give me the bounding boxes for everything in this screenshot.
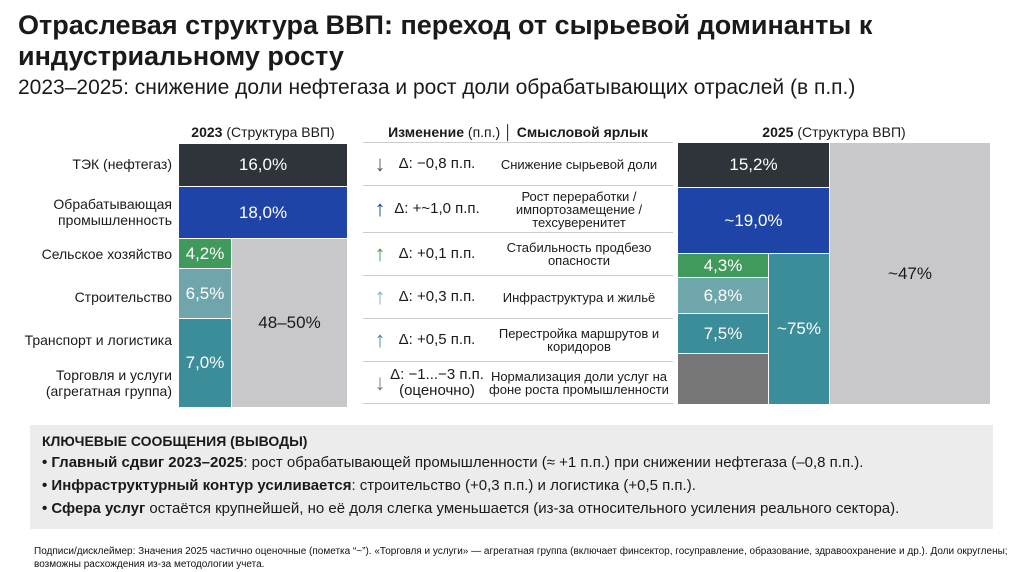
block-2025-combined: ~75% (768, 253, 830, 405)
arrow-up-icon: ↑ (374, 196, 386, 221)
block-2023-oilgas: 16,0% (178, 143, 348, 187)
key-messages-box: КЛЮЧЕВЫЕ СООБЩЕНИЯ (ВЫВОДЫ) Главный сдви… (30, 425, 993, 529)
change-delta: Δ: +0,1 п.п. (398, 245, 476, 262)
change-label: Снижение сырьевой доли (500, 156, 658, 172)
header-2023: 2023 (Структура ВВП) (178, 124, 348, 140)
block-2025-transport: 7,5% (677, 313, 769, 354)
key-message-text: : рост обрабатывающей промышленности (≈ … (243, 454, 864, 471)
block-2023-manufacturing: 18,0% (178, 186, 348, 239)
block-2023-services: 48–50% (231, 238, 348, 408)
arrow-up-icon: ↑ (374, 327, 386, 352)
sector-label: Транспорт и логистика (24, 332, 172, 348)
sector-label: Обрабатывающая промышленность (53, 196, 172, 228)
arrow-down-icon: ↓ (374, 369, 386, 395)
block-2025-agriculture: 4,3% (677, 253, 769, 278)
page-title: Отраслевая структура ВВП: переход от сыр… (18, 10, 873, 71)
block-2023-construction: 6,5% (178, 268, 232, 319)
key-message: Сфера услуг остаётся крупнейшей, но её д… (42, 500, 981, 517)
change-label: Нормализация доли услуг на фоне роста пр… (489, 368, 669, 397)
header-change-c: Смысловой ярлык (516, 124, 648, 140)
header-change-b: (п.п.) │ (464, 124, 517, 140)
block-2023-agriculture: 4,2% (178, 238, 232, 269)
key-message-bold: Главный сдвиг 2023–2025 (51, 454, 244, 471)
change-label: Перестройка маршрутов и коридоров (498, 326, 660, 354)
block-2025-manufacturing: ~19,0% (677, 187, 830, 254)
change-label: Стабильность продбезо опасности (506, 240, 652, 268)
block-2025-oilgas: 15,2% (677, 142, 830, 188)
key-message: Главный сдвиг 2023–2025: рост обрабатыва… (42, 454, 981, 471)
change-row: ↑ Δ: +0,1 п.п. Стабильность продбезо опасн… (363, 232, 673, 275)
key-message-bold: Инфраструктурный контур усиливается (51, 477, 352, 494)
block-2025-services: ~47% (829, 142, 991, 405)
change-row: ↑ Δ: +0,3 п.п. Инфраструктура и жильё (363, 275, 673, 318)
change-row: ↓ Δ: −0,8 п.п. Снижение сырьевой доли (363, 142, 673, 185)
key-messages-heading: КЛЮЧЕВЫЕ СООБЩЕНИЯ (ВЫВОДЫ) (42, 433, 308, 449)
sector-label: Торговля и услуги (агрегатная группа) (45, 367, 172, 399)
change-row: ↑ Δ: +0,5 п.п. Перестройка маршрутов и кор… (363, 318, 673, 361)
header-change-a: Изменение (388, 124, 465, 140)
change-label: Рост переработки / импортозамещение / те… (515, 188, 643, 230)
header-2025-rest: (Структура ВВП) (793, 124, 906, 140)
year-2023: 2023 (191, 124, 223, 140)
block-2025-construction: 6,8% (677, 277, 769, 314)
footnote: Подписи/дисклеймер: Значения 2025 частич… (34, 546, 1008, 570)
change-delta: Δ: +0,3 п.п. (398, 288, 476, 305)
block-2023-transport: 7,0% (178, 318, 232, 408)
arrow-down-icon: ↓ (374, 151, 386, 176)
change-delta: Δ: −1...−3 п.п. (оценочно) (390, 365, 484, 399)
header-2023-rest: (Структура ВВП) (222, 124, 335, 140)
change-delta: Δ: +~1,0 п.п. (394, 200, 480, 217)
block-2025-other (677, 353, 769, 405)
sector-label: Сельское хозяйство (41, 246, 172, 262)
change-delta: Δ: −0,8 п.п. (398, 155, 476, 172)
key-message-text: остаётся крупнейшей, но её доля слегка у… (145, 500, 900, 517)
header-2025: 2025 (Структура ВВП) (677, 124, 991, 140)
key-message: Инфраструктурный контур усиливается: стр… (42, 477, 981, 494)
arrow-up-icon: ↑ (374, 284, 386, 309)
header-change: Изменение (п.п.) │ Смысловой ярлык (363, 124, 673, 140)
key-message-text: : строительство (+0,3 п.п.) и логистика … (351, 477, 696, 494)
change-row: ↓ Δ: −1...−3 п.п. (оценочно) Нормализация … (363, 361, 673, 404)
sector-label: Строительство (74, 289, 172, 305)
arrow-up-icon: ↑ (374, 241, 386, 266)
change-row: ↑ Δ: +~1,0 п.п. Рост переработки / импорто… (363, 185, 673, 232)
sector-label: ТЭК (нефтегаз) (72, 156, 172, 172)
change-label: Инфраструктура и жильё (502, 289, 656, 305)
year-2025: 2025 (762, 124, 794, 140)
page-subtitle: 2023–2025: снижение доли нефтегаза и рос… (18, 76, 856, 99)
change-delta: Δ: +0,5 п.п. (398, 331, 476, 348)
key-message-bold: Сфера услуг (51, 500, 146, 517)
